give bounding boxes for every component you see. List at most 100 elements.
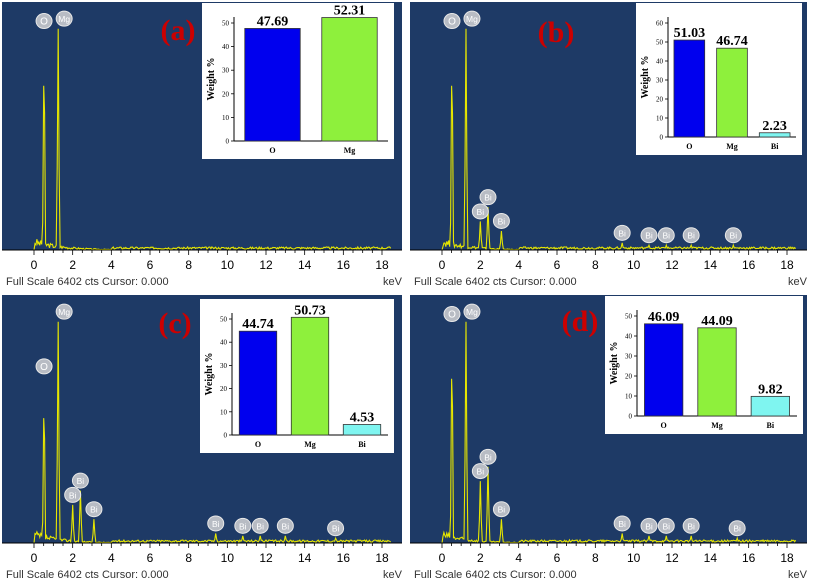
- peak-label-bi: Bi: [657, 227, 675, 244]
- inset-y-tick-label: 20: [222, 90, 230, 98]
- inset-bar-value: 47.69: [257, 14, 289, 29]
- inset-bar-mg: [697, 327, 737, 417]
- peak-label-badge: [471, 203, 489, 220]
- x-tick-label: 6: [147, 258, 154, 272]
- peak-label-badge: [492, 501, 510, 518]
- inset-bar-value: 52.31: [334, 4, 366, 19]
- inset-x-tick-label: Bi: [767, 421, 775, 430]
- inset-y-tick-label: 40: [625, 333, 633, 341]
- inset-bar-mg: [321, 17, 378, 142]
- peak-label-text: Bi: [618, 228, 626, 238]
- peak-label-badge: [35, 13, 53, 30]
- x-tick-label: 18: [780, 258, 794, 272]
- spectrum-footer: Full Scale 6402 cts Cursor: 0.000: [414, 569, 577, 581]
- peak-label-badge: [55, 10, 73, 27]
- peak-label-text: Bi: [687, 521, 695, 531]
- peak-label-bi: Bi: [327, 520, 345, 537]
- inset-bar-value: 2.23: [762, 119, 787, 134]
- peak-label-mg: Mg: [463, 303, 481, 320]
- x-axis-unit: keV: [788, 569, 808, 581]
- inset-x-tick-label: Mg: [726, 142, 738, 151]
- peak-label-badge: [613, 515, 631, 532]
- inset-x-tick-label: Bi: [771, 142, 779, 151]
- x-tick-label: 0: [31, 551, 38, 565]
- inset-y-tick-label: 0: [629, 413, 633, 421]
- spectrum-footer: Full Scale 6402 cts Cursor: 0.000: [414, 276, 577, 288]
- x-tick-label: 18: [780, 551, 794, 565]
- peak-label-text: Mg: [466, 307, 478, 317]
- x-tick-label: 0: [439, 551, 446, 565]
- peak-label-text: Bi: [662, 231, 670, 241]
- x-tick-label: 14: [704, 258, 718, 272]
- x-tick-label: 12: [665, 551, 679, 565]
- x-tick-label: 2: [477, 258, 484, 272]
- x-tick-label: 4: [108, 258, 115, 272]
- peak-label-badge: [492, 212, 510, 229]
- peak-label-text: O: [448, 17, 456, 28]
- x-tick-label: 16: [742, 551, 756, 565]
- x-tick-label: 8: [185, 258, 192, 272]
- inset-bar-value: 50.73: [294, 303, 326, 318]
- x-tick-label: 2: [477, 551, 484, 565]
- peak-label-text: Bi: [239, 521, 247, 531]
- inset-bar-o: [244, 28, 301, 142]
- x-tick-label: 2: [69, 258, 76, 272]
- peak-label-bi: Bi: [85, 501, 103, 518]
- peak-label-bi: Bi: [728, 520, 746, 537]
- inset-chart: 0 10 20 30 40 50 Weight % 44.74 O 50.73 Mg 4.53 Bi: [200, 299, 394, 453]
- peak-label-bi: Bi: [613, 515, 631, 532]
- inset-chart: 0 10 20 30 40 50 60 Weight % 51.03 O 46.74 Mg 2.23 Bi: [636, 3, 802, 155]
- inset-x-tick-label: Bi: [358, 440, 366, 449]
- inset-y-tick-label: 50: [625, 313, 633, 321]
- inset-bar-bi: [750, 395, 790, 417]
- x-tick-label: 6: [554, 258, 561, 272]
- peak-label-badge: [234, 517, 252, 534]
- peak-label-bi: Bi: [71, 472, 89, 489]
- peak-label-bi: Bi: [234, 517, 252, 534]
- x-tick-label: 8: [592, 551, 599, 565]
- peak-label-text: Bi: [618, 519, 626, 529]
- peak-label-badge: [479, 448, 497, 465]
- peak-label-o: O: [35, 13, 53, 30]
- x-tick-label: 4: [515, 551, 522, 565]
- inset-y-axis-label: Weight %: [609, 341, 620, 384]
- peak-label-text: Bi: [332, 524, 340, 534]
- eds-panel: O Mg 0 2 4 6 8 10 12 14 16 18 keV Full Scale 6402 cts…: [2, 2, 403, 288]
- peak-label-badge: [682, 517, 700, 534]
- spectrum-footer: Full Scale 6402 cts Cursor: 0.000: [6, 276, 169, 288]
- peak-label-badge: [613, 224, 631, 241]
- peak-label-badge: [85, 501, 103, 518]
- peak-label-badge: [207, 515, 225, 532]
- panel-label: (a): [161, 14, 196, 47]
- inset-y-axis-label: Weight %: [640, 55, 651, 98]
- x-tick-label: 2: [69, 551, 76, 565]
- inset-y-tick-label: 20: [656, 96, 664, 104]
- inset-x-tick-label: Mg: [711, 421, 723, 430]
- x-tick-label: 14: [298, 551, 312, 565]
- x-tick-label: 16: [742, 258, 756, 272]
- inset-x-tick-label: O: [269, 146, 275, 155]
- peak-label-text: Bi: [645, 231, 653, 241]
- spectrum-line: [33, 28, 392, 251]
- peak-label-bi: Bi: [492, 212, 510, 229]
- inset-y-tick-label: 40: [656, 58, 664, 66]
- eds-panel: O Mg Bi Bi Bi Bi Bi Bi Bi Bi 0 2 4 6 8 10 12 14 16 18 keV Ful…: [410, 295, 808, 581]
- peak-label-badge: [640, 227, 658, 244]
- inset-y-tick-label: 50: [656, 39, 664, 47]
- peak-label-text: Bi: [662, 521, 670, 531]
- inset-y-tick-label: 50: [222, 20, 230, 28]
- peak-label-text: Bi: [484, 452, 492, 462]
- peak-label-text: Mg: [466, 14, 478, 24]
- x-tick-label: 10: [627, 258, 641, 272]
- peak-label-bi: Bi: [657, 517, 675, 534]
- peak-label-badge: [640, 517, 658, 534]
- inset-y-tick-label: 0: [660, 134, 664, 142]
- inset-x-tick-label: Mg: [304, 440, 316, 449]
- inset-x-tick-label: O: [686, 142, 692, 151]
- inset-y-tick-label: 10: [625, 393, 633, 401]
- spectrum-line: [441, 321, 797, 544]
- inset-chart: 0 10 20 30 40 50 Weight % 46.09 O 44.09 Mg 9.82 Bi: [605, 296, 803, 434]
- peak-label-badge: [724, 227, 742, 244]
- peak-label-text: Bi: [90, 505, 98, 515]
